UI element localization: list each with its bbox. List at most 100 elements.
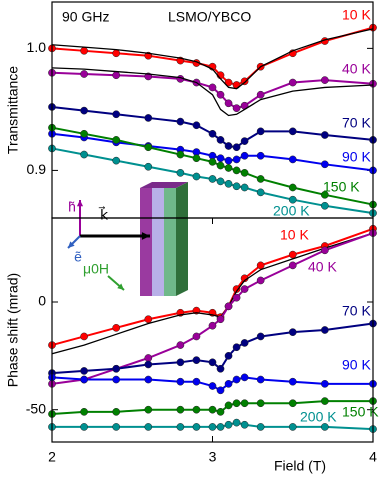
series-label: 200 K	[300, 409, 337, 425]
data-point	[208, 358, 217, 367]
series-label: 40 K	[308, 259, 337, 275]
data-point	[256, 423, 265, 431]
data-point	[288, 155, 297, 164]
data-point	[80, 46, 88, 55]
data-point	[112, 110, 121, 119]
data-point	[288, 127, 297, 136]
data-point	[224, 99, 233, 108]
data-point	[176, 341, 185, 349]
data-point	[192, 332, 201, 341]
data-point	[240, 183, 249, 192]
data-point	[232, 155, 241, 164]
data-point	[216, 315, 225, 324]
data-point	[112, 49, 121, 58]
fit-line	[51, 67, 374, 117]
data-point	[144, 354, 153, 362]
x-tick-label: 3	[209, 449, 217, 465]
data-point	[224, 420, 233, 429]
series-line	[51, 105, 374, 149]
data-point	[216, 136, 225, 144]
data-point	[144, 405, 153, 414]
y-tick-label: 0	[38, 293, 46, 309]
inset-arrowhead	[117, 283, 124, 290]
data-point	[192, 356, 201, 365]
data-point	[321, 246, 329, 255]
data-point	[288, 399, 297, 408]
data-point	[176, 117, 185, 126]
data-point	[256, 151, 265, 160]
data-point	[144, 360, 153, 369]
data-point	[240, 137, 249, 145]
data-point	[216, 177, 225, 186]
data-point	[224, 302, 233, 311]
data-point	[232, 375, 241, 384]
sample-stripe	[164, 188, 176, 296]
data-point	[321, 379, 329, 388]
inset-arrowhead	[76, 200, 84, 207]
annotation: 90 GHz	[62, 9, 109, 25]
data-point	[112, 407, 121, 416]
series-label: 150 K	[342, 404, 379, 420]
data-point	[240, 151, 249, 160]
data-point	[216, 161, 225, 170]
data-point	[208, 83, 217, 92]
data-point	[80, 367, 88, 375]
data-point	[192, 172, 201, 181]
data-point	[321, 326, 329, 334]
data-point	[321, 190, 329, 199]
data-point	[208, 382, 217, 390]
data-point	[176, 358, 185, 367]
data-point	[80, 423, 88, 431]
data-point	[80, 70, 88, 78]
inset-label: h̃	[68, 199, 76, 215]
data-point	[321, 160, 329, 169]
y-tick-label: 0.9	[27, 161, 47, 177]
data-point	[288, 183, 297, 192]
data-point	[288, 195, 297, 204]
data-point	[224, 379, 233, 388]
data-point	[232, 293, 241, 302]
data-point	[224, 179, 233, 188]
data-point	[288, 250, 297, 259]
data-point	[176, 377, 185, 386]
data-point	[144, 315, 153, 324]
data-point	[224, 78, 233, 87]
data-point	[208, 321, 217, 330]
series-label: 200 K	[273, 203, 310, 219]
x-tick-label: 2	[48, 449, 56, 465]
data-point	[80, 150, 88, 159]
annotation: LSMO/YBCO	[168, 9, 251, 25]
data-point	[216, 386, 225, 395]
y-axis-label: Transmittance	[5, 66, 21, 154]
fit-line	[51, 28, 374, 90]
data-point	[216, 423, 225, 431]
data-point	[232, 143, 241, 152]
data-point	[192, 154, 201, 163]
data-point	[321, 131, 329, 139]
data-point	[112, 323, 121, 332]
inset-arrowhead	[68, 241, 75, 248]
data-point	[144, 375, 153, 384]
data-point	[192, 423, 201, 431]
data-point	[232, 166, 241, 175]
data-point	[192, 121, 201, 130]
data-point	[256, 276, 265, 285]
data-point	[240, 399, 249, 408]
data-point	[216, 90, 225, 99]
data-point	[144, 423, 153, 431]
inset-label: k⃗	[98, 206, 109, 223]
data-point	[288, 328, 297, 337]
data-point	[144, 143, 153, 152]
series-label: 90 K	[342, 357, 371, 373]
data-point	[256, 332, 265, 341]
data-point	[224, 351, 233, 360]
data-point	[80, 106, 88, 115]
data-point	[232, 343, 241, 352]
data-point	[288, 423, 297, 431]
data-point	[232, 418, 241, 427]
data-point	[208, 423, 217, 431]
data-point	[321, 397, 329, 405]
data-point	[144, 114, 153, 122]
data-point	[232, 285, 241, 293]
